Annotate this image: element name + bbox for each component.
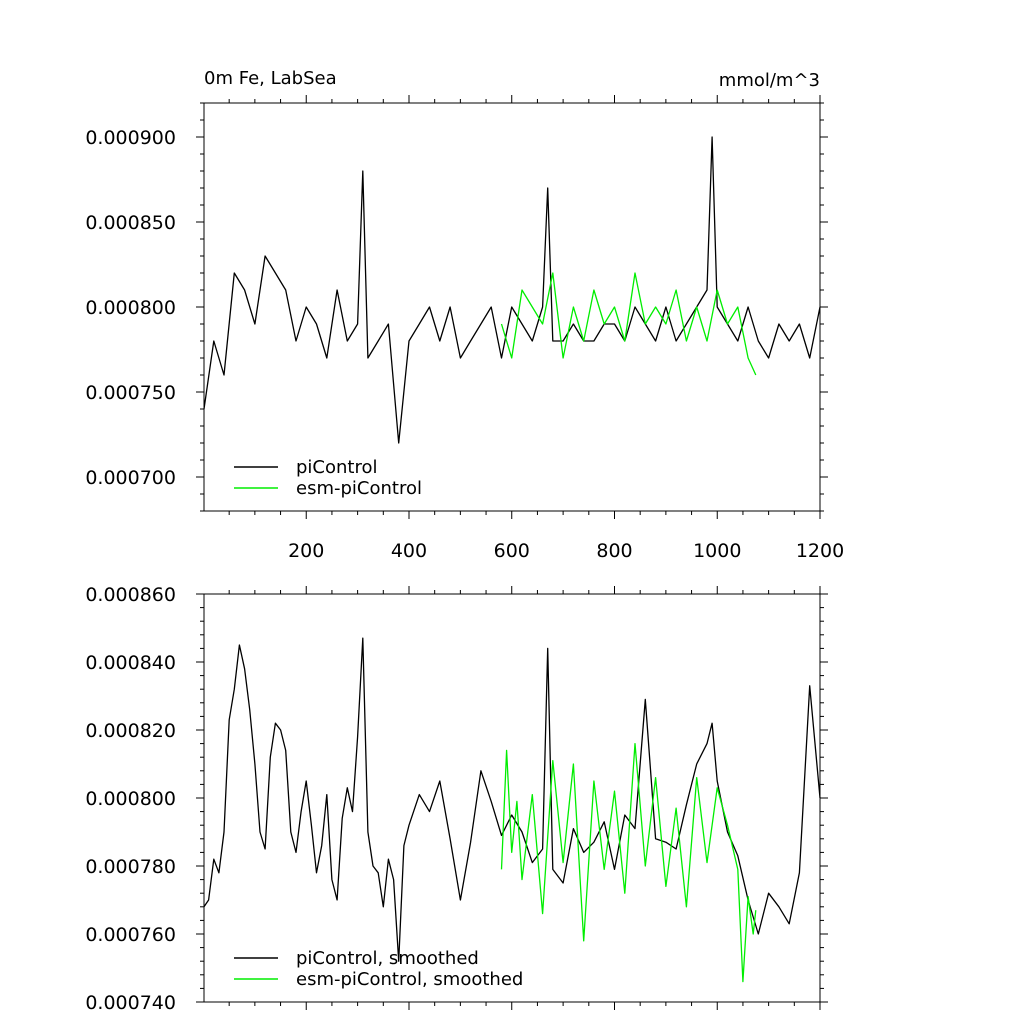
y-tick-label: 0.000740 (85, 992, 176, 1014)
y-tick-label: 0.000860 (85, 584, 176, 606)
legend-label-picontrol: piControl, smoothed (296, 948, 479, 969)
x-tick-label: 1200 (796, 540, 844, 562)
series-line-esm-picontrol (500, 272, 757, 376)
y-tick-label: 0.000700 (85, 467, 176, 489)
x-tick-label: 1000 (693, 540, 741, 562)
x-tick-label: 400 (391, 540, 427, 562)
y-tick-label: 0.000750 (85, 382, 176, 404)
chart-title-right: mmol/m^3 (719, 70, 820, 91)
plot-frame (203, 593, 821, 1003)
series-line-picontrol (203, 136, 821, 444)
y-tick-label: 0.000840 (85, 652, 176, 674)
legend-label-picontrol: piControl (296, 457, 378, 478)
y-tick-label: 0.000780 (85, 856, 176, 878)
x-tick-label: 600 (494, 540, 530, 562)
y-tick-label: 0.000800 (85, 297, 176, 319)
y-tick-label: 0.000820 (85, 720, 176, 742)
legend-label-esm-picontrol: esm-piControl, smoothed (296, 969, 523, 990)
x-tick-label: 200 (288, 540, 324, 562)
y-tick-label: 0.000800 (85, 788, 176, 810)
y-tick-label: 0.000760 (85, 924, 176, 946)
x-tick-label: 800 (596, 540, 632, 562)
y-tick-label: 0.000850 (85, 212, 176, 234)
chart-title-left: 0m Fe, LabSea (204, 68, 337, 89)
legend-label-esm-picontrol: esm-piControl (296, 478, 422, 499)
y-tick-label: 0.000900 (85, 127, 176, 149)
series-line-esm-picontrol (500, 742, 757, 983)
series-line-picontrol (203, 637, 821, 962)
